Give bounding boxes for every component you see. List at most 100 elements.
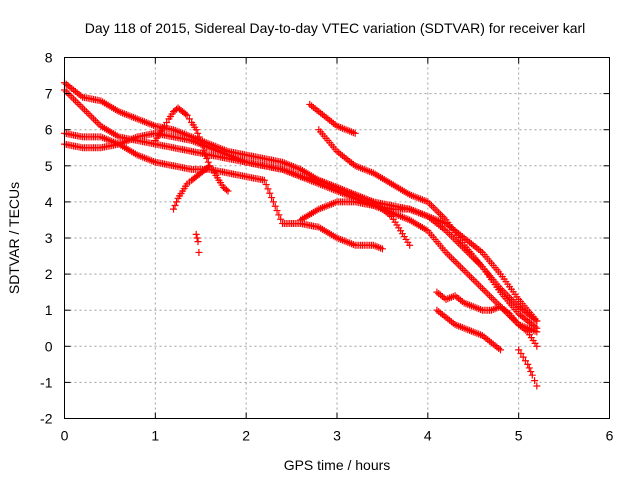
data-point (447, 254, 455, 262)
data-point (437, 211, 445, 219)
data-point (195, 248, 203, 256)
data-point (533, 382, 541, 390)
data-point (475, 281, 483, 289)
data-point (477, 283, 485, 291)
x-tick-label: 5 (515, 428, 523, 444)
data-point (519, 353, 527, 361)
data-point (464, 270, 472, 278)
x-tick-label: 2 (242, 428, 250, 444)
axis-tick-labels: 0 1 2 3 4 5 6 -2 -1 0 1 2 3 4 5 6 7 8 (40, 50, 614, 444)
y-axis-label: SDTVAR / TECUs (6, 182, 22, 294)
data-point (528, 371, 536, 379)
data-point (208, 165, 216, 173)
data-point (527, 368, 535, 376)
data-point (515, 346, 523, 354)
data-point (449, 256, 457, 264)
data-point (446, 230, 454, 238)
data-point (171, 202, 179, 210)
data-point (531, 377, 539, 385)
x-tick-label: 0 (61, 428, 69, 444)
y-tick-label: 8 (45, 50, 53, 66)
data-point (497, 346, 504, 354)
data-point (533, 324, 541, 332)
data-point (192, 230, 200, 238)
data-point (453, 238, 461, 246)
data-point (427, 202, 435, 210)
data-point (80, 106, 88, 114)
data-point (206, 162, 214, 170)
data-point (62, 88, 70, 96)
data-point (193, 234, 201, 242)
data-point (457, 263, 465, 271)
data-point (533, 342, 541, 350)
data-point (194, 238, 202, 246)
y-tick-label: -2 (40, 411, 53, 427)
data-point (182, 110, 190, 118)
data-point (451, 257, 459, 265)
data-point (192, 126, 200, 134)
data-point (406, 241, 414, 249)
data-point (70, 95, 78, 103)
data-point (68, 93, 76, 101)
x-tick-label: 3 (333, 428, 341, 444)
x-tick-label: 4 (424, 428, 432, 444)
grid (64, 57, 610, 419)
data-point (484, 290, 492, 298)
data-point (473, 279, 481, 287)
y-tick-label: 5 (45, 158, 53, 174)
data-point (271, 202, 279, 210)
data-point (203, 155, 211, 163)
chart-title: Day 118 of 2015, Sidereal Day-to-day VTE… (85, 20, 586, 36)
data-point (482, 288, 490, 296)
data-point (264, 185, 272, 193)
y-tick-label: 2 (45, 266, 53, 282)
data-point (277, 215, 285, 223)
data-point (478, 285, 486, 293)
data-point (82, 108, 90, 116)
data-point (487, 294, 495, 302)
y-tick-label: 4 (45, 194, 53, 210)
data-point (93, 118, 101, 126)
data-point (446, 252, 454, 260)
data-point (491, 297, 499, 305)
data-point (521, 357, 529, 365)
data-point (79, 104, 87, 112)
data-point (466, 272, 474, 280)
data-point (467, 274, 475, 282)
data-point (524, 360, 532, 368)
data-point (90, 115, 98, 123)
data-point (533, 317, 541, 325)
data-point (77, 102, 85, 110)
data-point (200, 146, 208, 154)
data-point (160, 122, 168, 130)
data-point (462, 268, 470, 276)
data-point (86, 111, 94, 119)
data-point (435, 209, 443, 217)
data-point (378, 245, 386, 253)
data-point (433, 207, 441, 215)
data-point (351, 129, 359, 137)
data-point (170, 205, 177, 213)
x-tick-label: 6 (606, 428, 614, 444)
data-point (273, 207, 281, 215)
data-point (71, 97, 79, 105)
data-point (268, 194, 276, 202)
data-point (197, 137, 205, 145)
data-point (471, 277, 479, 285)
data-point (198, 141, 206, 149)
data-point (455, 261, 463, 269)
y-tick-label: 0 (45, 338, 53, 354)
data-point (525, 364, 533, 372)
data-point (453, 259, 461, 267)
data-point (262, 181, 270, 189)
data-point (458, 265, 466, 273)
data-point (91, 117, 99, 125)
data-point (194, 129, 202, 137)
data-point (173, 198, 181, 206)
data-point (183, 111, 191, 119)
x-tick-label: 1 (151, 428, 159, 444)
y-tick-label: -1 (40, 374, 53, 390)
data-point (163, 118, 171, 126)
data-point (73, 99, 81, 107)
